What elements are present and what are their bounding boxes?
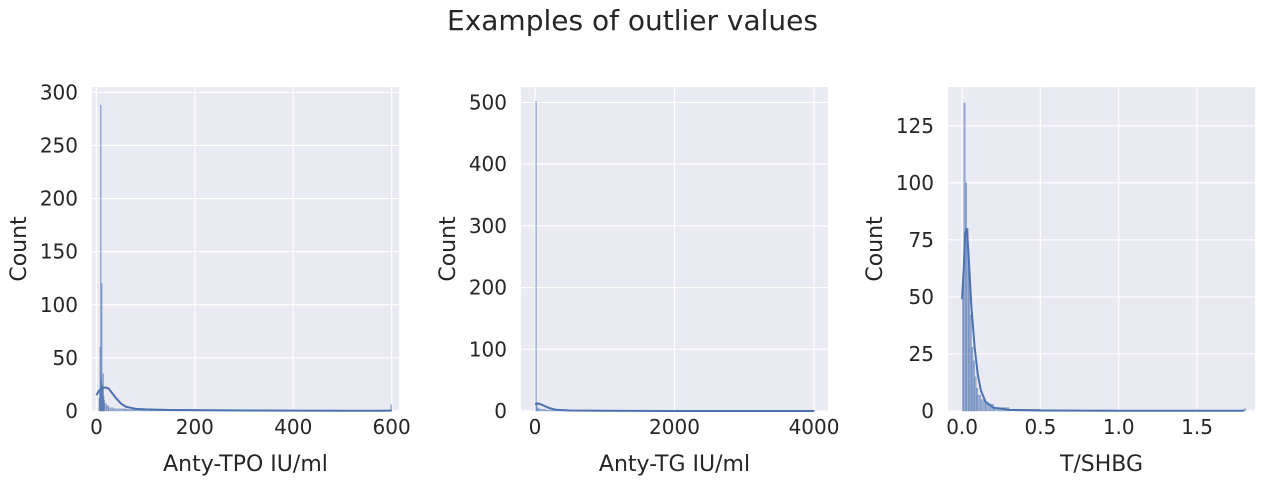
histogram-bar: [965, 182, 967, 412]
histogram-bar: [969, 314, 972, 412]
histogram-bar: [536, 407, 540, 412]
plot-background: [948, 87, 1255, 411]
x-axis-label: Anty-TG IU/ml: [599, 452, 750, 477]
x-tick-label: 0: [529, 415, 542, 439]
plot-background: [92, 87, 399, 411]
y-tick-label: 150: [40, 240, 78, 264]
y-tick-label: 0: [494, 399, 507, 423]
x-tick-label: 0.0: [946, 415, 978, 439]
histogram-bar: [535, 100, 537, 412]
histogram-bar: [100, 104, 102, 412]
histogram-bar: [106, 405, 109, 412]
y-tick-label: 250: [40, 133, 78, 157]
histogram-bar: [536, 402, 538, 412]
y-axis-label: Count: [863, 216, 888, 282]
histogram-bar: [975, 387, 978, 412]
y-tick-label: 500: [469, 90, 507, 114]
kde-line: [95, 386, 392, 412]
x-axis-label: T/SHBG: [1059, 452, 1143, 477]
x-tick-label: 200: [176, 415, 214, 439]
x-tick-label: 2000: [649, 415, 700, 439]
histogram-anty-tpo: 0 200 400 600 0 50 100 150 200 250 300 Anty-TPO IU/…: [7, 80, 411, 477]
histogram-bar: [974, 376, 977, 412]
y-tick-label: 100: [896, 171, 934, 195]
histogram-bar: [113, 408, 127, 412]
figure-title: Examples of outlier values: [447, 4, 818, 37]
histogram-bar: [1243, 408, 1246, 412]
y-tick-label: 0: [921, 399, 934, 423]
histogram-bar: [538, 408, 546, 412]
histogram-anty-tg: 0 2000 4000 0 100 200 300 400 500 Anty-TG IU/ml Co…: [436, 87, 839, 477]
y-tick-label: 400: [469, 152, 507, 176]
x-tick-label: 600: [373, 415, 411, 439]
y-tick-label: 25: [909, 342, 934, 366]
x-axis-label: Anty-TPO IU/ml: [163, 452, 328, 477]
y-tick-label: 75: [909, 228, 934, 252]
kde-line: [534, 402, 815, 412]
y-tick-label: 125: [896, 114, 934, 138]
x-tick-label: 4000: [789, 415, 840, 439]
histogram-bar: [972, 360, 975, 412]
histogram-t-shbg: 0.0 0.5 1.0 1.5 0 25 50 75 100 125 T/SHBG Count: [863, 87, 1255, 477]
y-tick-label: 300: [40, 80, 78, 104]
histogram-bar: [977, 394, 982, 412]
y-tick-label: 100: [469, 337, 507, 361]
x-tick-label: 1.0: [1103, 415, 1135, 439]
y-tick-label: 50: [53, 346, 78, 370]
x-tick-label: 0: [90, 415, 103, 439]
x-tick-label: 0.5: [1025, 415, 1057, 439]
histogram-bar: [961, 285, 964, 412]
y-axis-label: Count: [436, 216, 461, 282]
histogram-bar: [971, 346, 974, 412]
y-axis-label: Count: [7, 216, 32, 282]
y-tick-label: 100: [40, 293, 78, 317]
y-tick-label: 200: [40, 187, 78, 211]
y-tick-label: 300: [469, 214, 507, 238]
histogram-bar: [108, 407, 114, 412]
y-tick-label: 200: [469, 276, 507, 300]
y-tick-label: 0: [65, 399, 78, 423]
histogram-bar: [104, 403, 107, 412]
kde-line: [961, 228, 1245, 412]
y-tick-label: 50: [909, 285, 934, 309]
x-tick-label: 400: [274, 415, 312, 439]
x-tick-label: 1.5: [1181, 415, 1213, 439]
